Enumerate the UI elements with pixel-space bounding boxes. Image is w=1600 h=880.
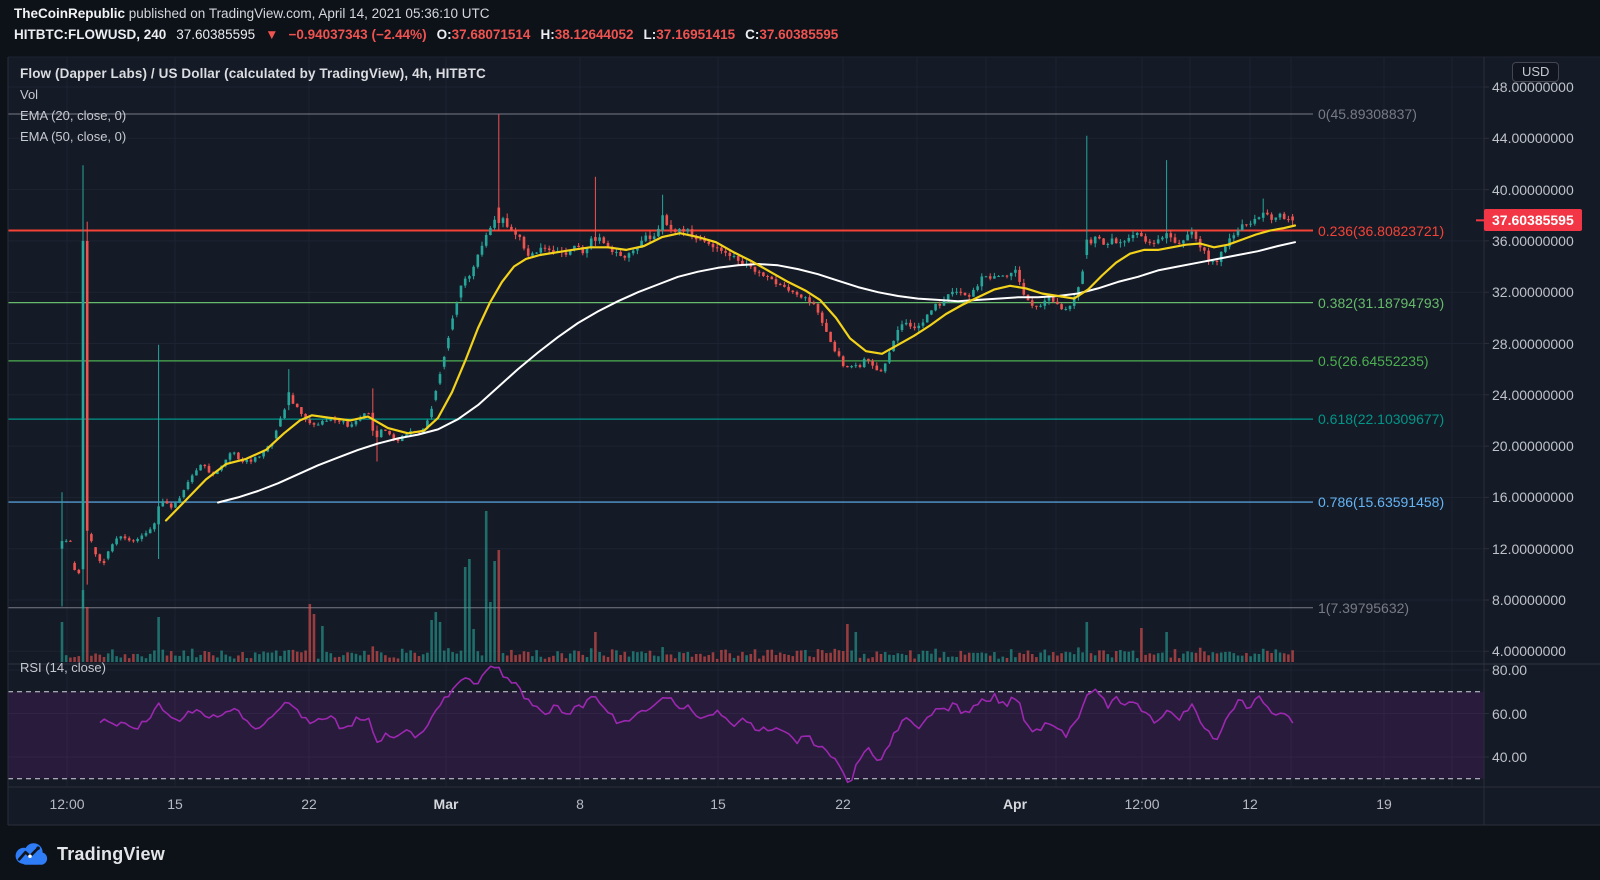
fib-level-label: 1(7.39795632) — [1318, 599, 1410, 616]
time-axis[interactable]: 12:00 15 22 Mar 8 15 22 Apr 12:00 12 19 — [0, 796, 1600, 820]
series-title[interactable]: Flow (Dapper Labs) / US Dollar (calculat… — [20, 66, 486, 81]
open-value: 37.68071514 — [451, 27, 531, 42]
price-tick-label: 44.00000000 — [1492, 130, 1574, 147]
currency-toggle-badge[interactable]: USD — [1512, 62, 1560, 82]
time-tick-label: 22 — [835, 796, 851, 812]
price-tick-label: 32.00000000 — [1492, 284, 1574, 301]
direction-down-icon: ▼ — [265, 27, 279, 42]
open-label: O: — [436, 27, 452, 42]
time-tick-label: 19 — [1376, 796, 1392, 812]
price-tick-label: 40.00000000 — [1492, 181, 1574, 198]
rsi-tick-label: 60.00 — [1492, 705, 1528, 722]
price-tick-label: 12.00000000 — [1492, 540, 1574, 557]
tradingview-cloud-icon — [15, 843, 48, 865]
rsi-tick-label: 80.00 — [1492, 662, 1528, 678]
header-change: −0.94037343 (−2.44%) — [288, 27, 427, 42]
fib-level-label: 0.786(15.63591458) — [1318, 494, 1445, 511]
time-tick-label: 12:00 — [1124, 796, 1160, 812]
publisher-name: TheCoinRepublic — [14, 6, 125, 21]
high-label: H: — [540, 27, 555, 42]
close-label: C: — [745, 27, 760, 42]
last-price-axis-label: 37.60385595 — [1484, 209, 1582, 232]
fib-level-label: 0.5(26.64552235) — [1318, 352, 1429, 369]
tradingview-logo[interactable]: TradingView — [12, 841, 165, 867]
price-tick-label: 36.00000000 — [1492, 232, 1574, 249]
legend-ema20[interactable]: EMA (20, close, 0) — [20, 108, 127, 123]
time-tick-label: 15 — [167, 796, 183, 812]
fib-level-label: 0(45.89308837) — [1318, 106, 1417, 123]
high-value: 38.12644052 — [554, 27, 634, 42]
indicator-legend: Flow (Dapper Labs) / US Dollar (calculat… — [20, 63, 486, 147]
legend-volume[interactable]: Vol — [20, 87, 39, 102]
price-tick-label: 48.00000000 — [1492, 79, 1574, 95]
time-tick-label: 12:00 — [49, 796, 85, 812]
price-tick-label: 24.00000000 — [1492, 386, 1574, 403]
price-tick-label: 4.00000000 — [1492, 643, 1566, 660]
tradingview-wordmark: TradingView — [57, 843, 165, 864]
fib-level-label: 0.618(22.10309677) — [1318, 411, 1445, 428]
close-pair: C:37.60385595 — [745, 27, 838, 42]
fib-level-label: 0.236(36.80823721) — [1318, 222, 1445, 239]
rsi-tick-label: 40.00 — [1492, 749, 1528, 765]
price-tick-label: 20.00000000 — [1492, 438, 1574, 455]
time-tick-label: 8 — [576, 796, 584, 812]
close-value: 37.60385595 — [759, 27, 839, 42]
low-pair: L:37.16951415 — [644, 27, 736, 42]
header-last-price: 37.60385595 — [176, 27, 256, 42]
price-tick-label: 28.00000000 — [1492, 335, 1574, 352]
published-text: published on TradingView.com, April 14, … — [125, 6, 490, 21]
time-tick-label: 15 — [710, 796, 726, 812]
time-tick-label: 22 — [301, 796, 317, 812]
symbol-summary-row: HITBTC:FLOWUSD, 240 37.60385595 ▼ −0.940… — [14, 27, 838, 42]
price-axis[interactable]: 48.00000000 44.00000000 40.00000000 36.0000… — [1484, 0, 1600, 880]
low-value: 37.16951415 — [656, 27, 736, 42]
publish-info: TheCoinRepublic published on TradingView… — [14, 6, 489, 21]
high-pair: H:38.12644052 — [540, 27, 633, 42]
time-tick-label: Apr — [1002, 796, 1028, 812]
time-tick-label: Mar — [433, 796, 459, 812]
symbol-interval: HITBTC:FLOWUSD, 240 — [14, 27, 167, 42]
legend-rsi[interactable]: RSI (14, close) — [20, 660, 106, 675]
low-label: L: — [643, 27, 657, 42]
fib-level-label: 0.382(31.18794793) — [1318, 294, 1445, 311]
open-pair: O:37.68071514 — [437, 27, 531, 42]
legend-ema50[interactable]: EMA (50, close, 0) — [20, 129, 127, 144]
price-tick-label: 16.00000000 — [1492, 489, 1574, 506]
price-tick-label: 8.00000000 — [1492, 592, 1566, 608]
time-tick-label: 12 — [1242, 796, 1258, 812]
